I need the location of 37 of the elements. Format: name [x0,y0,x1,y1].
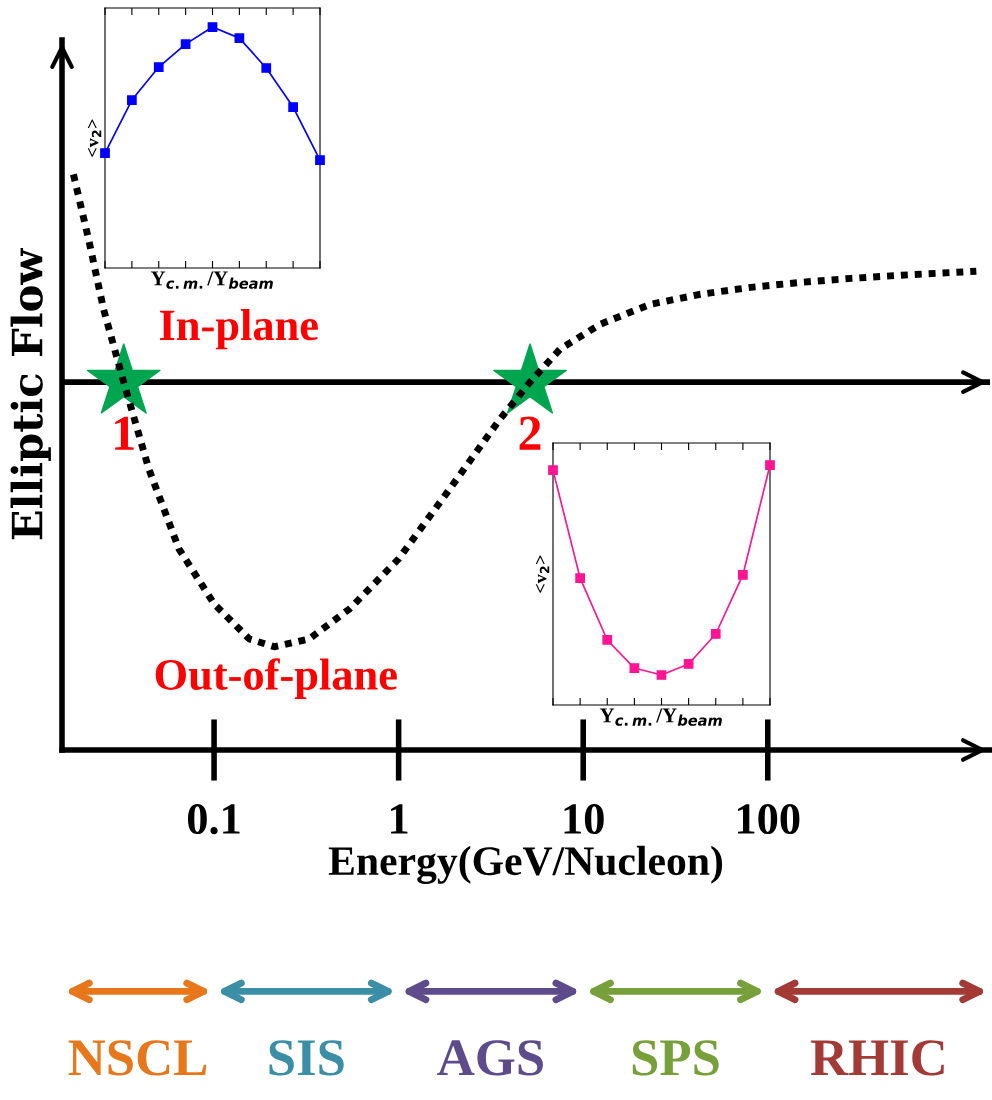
point [180,39,191,50]
x-tick-label: 1 [391,804,408,834]
text: AGS [437,1040,543,1076]
x-tick-label: 100 [737,804,800,835]
point [315,155,325,165]
x-axis-title: Y$_{c.m.}$/Y$_{beam}$ [599,708,722,726]
point [629,663,640,673]
point [548,465,558,475]
text: NSCL [68,1040,207,1076]
annotation: In-plane [160,309,318,350]
point [100,148,110,158]
text: SPS [632,1040,719,1076]
point [656,670,667,680]
point [602,635,613,645]
point [765,460,775,470]
point [683,659,694,669]
text: SIS [269,1040,344,1076]
point [288,102,298,112]
annotation: 2 [519,416,541,450]
x-axis-title: Energy(GeV/Nucleon) [328,845,723,884]
x-axis-title: Y$_{c.m.}$/Y$_{beam}$ [150,271,273,289]
point [153,62,164,72]
x-tick-label: 10 [564,804,604,835]
point [234,33,245,43]
point [575,573,585,583]
y-axis-title: <v$_{2}$> [535,555,550,593]
text: Out-of-plane [155,658,397,699]
point [127,95,137,105]
annotation: 1 [115,416,134,450]
point [207,22,218,32]
point [710,629,721,639]
point [261,63,272,73]
x-tick-label: 0.1 [187,804,240,835]
point [738,570,748,580]
y-axis-title: <v$_{2}$> [87,119,102,157]
y-axis-title: Elliptic Flow [10,247,51,540]
text: RHIC [810,1040,944,1076]
